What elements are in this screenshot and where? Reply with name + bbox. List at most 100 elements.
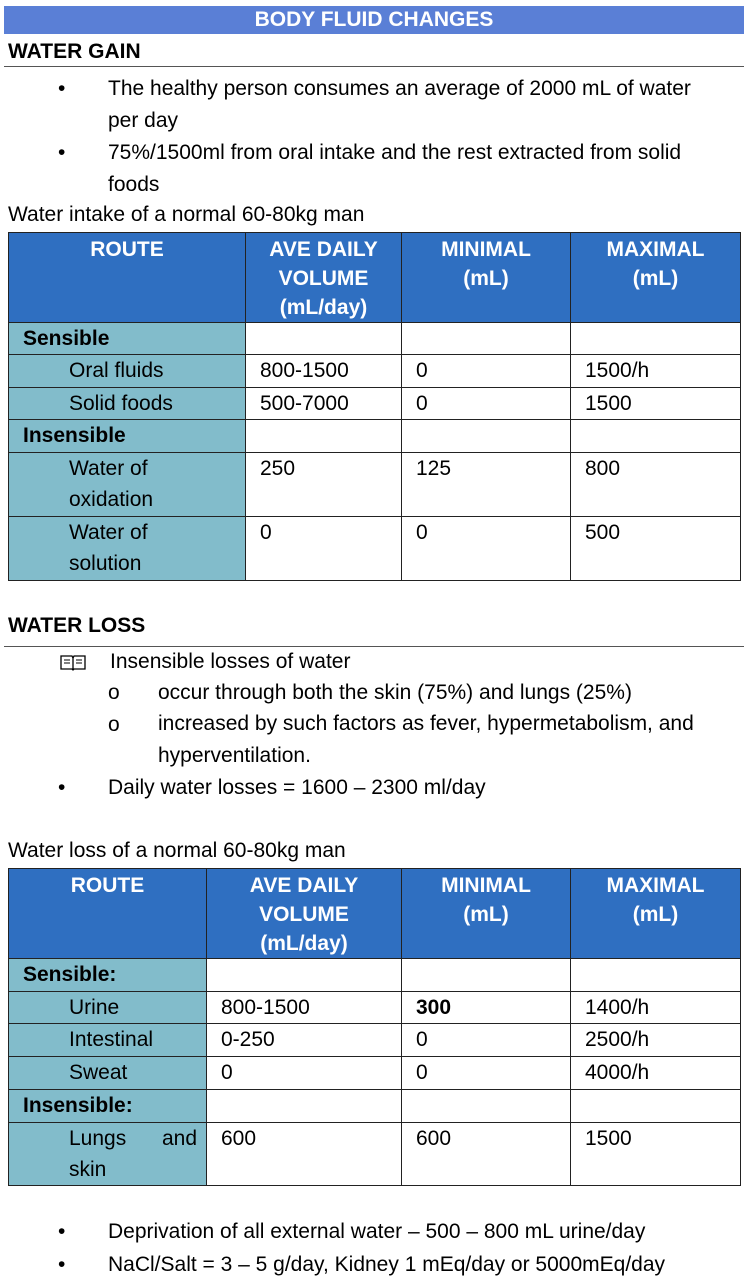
header-cell: ROUTE: [8, 232, 246, 323]
row: Solid foods 500-7000 0 1500: [8, 387, 741, 420]
bullet: •: [58, 1220, 66, 1243]
table: ROUTE AVE DAILY VOLUME (mL/day) MINIMAL (m…: [8, 868, 741, 1186]
row: Oral fluids 800-1500 0 1500/h: [8, 354, 741, 388]
row-label: Water of solution: [69, 521, 148, 575]
rule: [4, 66, 744, 67]
row-label: Intestinal: [69, 1028, 154, 1051]
table: ROUTE AVE DAILY VOLUME (mL/day) MINIMAL (m…: [8, 232, 741, 581]
row: Water of oxidation 250 125 800: [8, 452, 741, 517]
header-cell: MAXIMAL (mL): [570, 232, 741, 323]
row-label-cell: Lungs and skin: [8, 1122, 207, 1186]
title: BODY FLUID CHANGES: [4, 6, 744, 34]
header-row: ROUTE AVE DAILY VOLUME (mL/day) MINIMAL (m…: [8, 232, 741, 323]
bullet: •: [58, 141, 66, 164]
group-label: Insensible:: [8, 1089, 207, 1123]
cell: 0-250: [206, 1023, 402, 1057]
cell: 1500: [570, 387, 741, 420]
sub-bullet: o: [108, 681, 120, 704]
row: Water of solution 0 0 500: [8, 516, 741, 581]
section-heading: WATER LOSS: [8, 614, 146, 637]
group-label: Insensible: [8, 419, 246, 453]
row-label: Lungs and skin: [69, 1127, 197, 1181]
bullet: •: [58, 1253, 66, 1276]
book-icon: [60, 655, 86, 671]
bullet-text: Deprivation of all external water – 500 …: [108, 1220, 646, 1243]
row: Insensible:: [8, 1089, 741, 1123]
row-label: Oral fluids: [69, 359, 164, 382]
row-label-cell: Water of oxidation: [8, 452, 246, 517]
cell: 1400/h: [570, 991, 741, 1024]
cell: 125: [401, 452, 571, 517]
row-label: Sweat: [69, 1061, 128, 1084]
row-label: Water of oxidation: [69, 457, 154, 511]
cell: 0: [401, 387, 571, 420]
bullet-text: 75%/1500ml from oral intake and the rest…: [108, 141, 682, 196]
row: Insensible: [8, 419, 741, 453]
header-cell: ROUTE: [8, 868, 207, 959]
empty-cell: [570, 1089, 741, 1123]
row-label-cell: Sweat: [8, 1056, 207, 1090]
header-cell: AVE DAILY VOLUME (mL/day): [206, 868, 402, 959]
cell: 1500: [570, 1122, 741, 1186]
sub-item: occur through both the skin (75%) and lu…: [158, 681, 632, 704]
table-caption: Water intake of a normal 60-80kg man: [8, 203, 365, 226]
row-label-cell: Urine: [8, 991, 207, 1024]
cell: 800: [570, 452, 741, 517]
cell: 300: [401, 991, 571, 1024]
item-text: Insensible losses of water: [110, 650, 351, 673]
empty-cell: [206, 1089, 402, 1123]
row-label: Solid foods: [69, 392, 173, 415]
bullet-text: NaCl/Salt = 3 – 5 g/day, Kidney 1 mEq/da…: [108, 1253, 666, 1276]
header-row: ROUTE AVE DAILY VOLUME (mL/day) MINIMAL (m…: [8, 868, 741, 959]
empty-cell: [245, 322, 402, 355]
row: Lungs and skin 600 600 1500: [8, 1122, 741, 1186]
row: Sensible:: [8, 958, 741, 992]
header-cell: MAXIMAL (mL): [570, 868, 741, 959]
row-label-cell: Intestinal: [8, 1023, 207, 1057]
empty-cell: [401, 322, 571, 355]
cell: 1500/h: [570, 354, 741, 388]
cell: 0: [245, 516, 402, 581]
group-label: Sensible:: [8, 958, 207, 992]
cell: 0: [206, 1056, 402, 1090]
rule: [4, 646, 744, 647]
header-cell: AVE DAILY VOLUME (mL/day): [245, 232, 402, 323]
bullet: •: [58, 776, 66, 799]
cell: 4000/h: [570, 1056, 741, 1090]
empty-cell: [401, 1089, 571, 1123]
bullet: •: [58, 77, 66, 100]
header-cell: MINIMAL (mL): [401, 868, 571, 959]
cell: 250: [245, 452, 402, 517]
cell: 600: [206, 1122, 402, 1186]
row: Sweat 0 0 4000/h: [8, 1056, 741, 1090]
sub-item: increased by such factors as fever, hype…: [158, 712, 694, 767]
row: Urine 800-1500 300 1400/h: [8, 991, 741, 1024]
cell: 0: [401, 354, 571, 388]
cell: 0: [401, 1056, 571, 1090]
group-label: Sensible: [8, 322, 246, 355]
cell: 0: [401, 516, 571, 581]
empty-cell: [570, 322, 741, 355]
row: Sensible: [8, 322, 741, 355]
empty-cell: [570, 958, 741, 992]
row-label-cell: Oral fluids: [8, 354, 246, 388]
sub-bullet: o: [108, 713, 120, 736]
cell: 800-1500: [245, 354, 402, 388]
cell: 500-7000: [245, 387, 402, 420]
row-label: Urine: [69, 996, 120, 1019]
header-cell: MINIMAL (mL): [401, 232, 571, 323]
bullet-text: Daily water losses = 1600 – 2300 ml/day: [108, 776, 486, 799]
cell: 800-1500: [206, 991, 402, 1024]
row-label-cell: Solid foods: [8, 387, 246, 420]
row-label-cell: Water of solution: [8, 516, 246, 581]
cell: 500: [570, 516, 741, 581]
empty-cell: [401, 419, 571, 453]
empty-cell: [401, 958, 571, 992]
empty-cell: [570, 419, 741, 453]
empty-cell: [206, 958, 402, 992]
row: Intestinal 0-250 0 2500/h: [8, 1023, 741, 1057]
empty-cell: [245, 419, 402, 453]
section-heading: WATER GAIN: [8, 40, 141, 63]
bullet-text: The healthy person consumes an average o…: [108, 77, 691, 132]
